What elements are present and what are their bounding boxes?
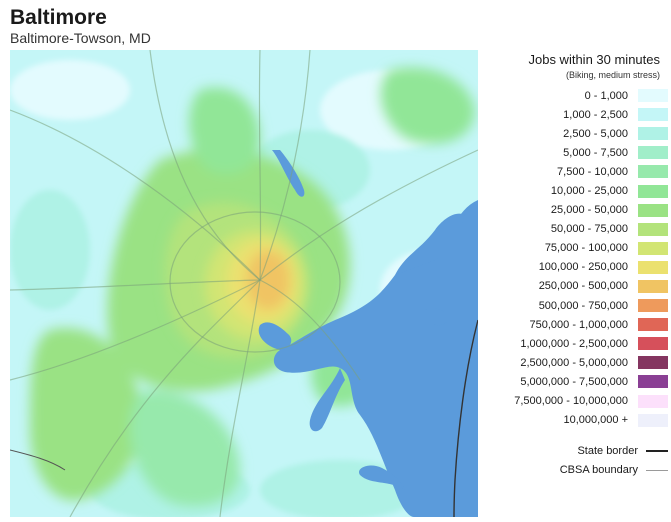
legend-title: Jobs within 30 minutes <box>528 52 660 67</box>
legend-bin-swatch <box>638 375 668 389</box>
legend-border-label: CBSA boundary <box>559 464 638 477</box>
legend-bin-swatch <box>638 222 668 236</box>
legend-bin: 7,500,000 - 10,000,000 <box>488 392 668 411</box>
legend-bin: 250,000 - 500,000 <box>488 277 668 296</box>
legend-bin-swatch <box>638 89 668 103</box>
legend-bin: 7,500 - 10,000 <box>488 162 668 181</box>
legend-border-item: State border <box>488 442 668 461</box>
legend-bin-swatch <box>638 318 668 332</box>
legend-bin-label: 7,500,000 - 10,000,000 <box>514 395 628 408</box>
legend-bin-swatch <box>638 184 668 198</box>
legend-bin: 50,000 - 75,000 <box>488 220 668 239</box>
legend-border-item: CBSA boundary <box>488 461 668 480</box>
legend-bin-label: 2,500 - 5,000 <box>563 127 628 140</box>
road-network <box>10 50 478 517</box>
legend-border-line <box>646 450 668 453</box>
legend-bin: 2,500,000 - 5,000,000 <box>488 353 668 372</box>
legend-bin-swatch <box>638 260 668 274</box>
legend-border-label: State border <box>577 445 638 458</box>
legend-bin-label: 7,500 - 10,000 <box>557 165 628 178</box>
legend-bin-swatch <box>638 356 668 370</box>
legend-bin-label: 50,000 - 75,000 <box>550 223 628 236</box>
legend-bin-label: 75,000 - 100,000 <box>544 242 628 255</box>
legend-bin-swatch <box>638 146 668 160</box>
legend-bin-label: 1,000,000 - 2,500,000 <box>520 337 628 350</box>
legend-bin-swatch <box>638 413 668 427</box>
legend-bin-label: 750,000 - 1,000,000 <box>529 318 628 331</box>
legend-bin: 2,500 - 5,000 <box>488 124 668 143</box>
legend-bin-label: 25,000 - 50,000 <box>550 204 628 217</box>
legend-bin-label: 100,000 - 250,000 <box>538 261 628 274</box>
legend-bin-swatch <box>638 165 668 179</box>
legend-bin-label: 10,000,000 + <box>563 414 628 427</box>
state-border <box>453 319 478 517</box>
water-bodies <box>258 150 478 517</box>
legend-bin-label: 10,000 - 25,000 <box>550 185 628 198</box>
legend-bin-swatch <box>638 279 668 293</box>
legend-bin: 25,000 - 50,000 <box>488 201 668 220</box>
legend-bin: 10,000 - 25,000 <box>488 181 668 200</box>
legend-bin-label: 250,000 - 500,000 <box>538 280 628 293</box>
legend-bin: 5,000 - 7,500 <box>488 143 668 162</box>
legend-bin-swatch <box>638 337 668 351</box>
legend-bin: 750,000 - 1,000,000 <box>488 315 668 334</box>
map-title: Baltimore <box>10 6 107 29</box>
legend-bin: 10,000,000 + <box>488 411 668 430</box>
map-subtitle: Baltimore-Towson, MD <box>10 30 151 46</box>
legend-bin-swatch <box>638 241 668 255</box>
legend-bin: 1,000 - 2,500 <box>488 105 668 124</box>
legend-bin: 0 - 1,000 <box>488 86 668 105</box>
legend-bin-label: 500,000 - 750,000 <box>538 299 628 312</box>
legend-bin-swatch <box>638 108 668 122</box>
map-canvas <box>10 50 478 517</box>
legend-bin-label: 5,000 - 7,500 <box>563 146 628 159</box>
legend-bins: 0 - 1,000 1,000 - 2,500 2,500 - 5,000 5,000… <box>488 86 668 430</box>
legend-bin: 5,000,000 - 7,500,000 <box>488 372 668 391</box>
legend-bin: 100,000 - 250,000 <box>488 258 668 277</box>
legend-bin: 1,000,000 - 2,500,000 <box>488 334 668 353</box>
legend-bin-label: 2,500,000 - 5,000,000 <box>520 356 628 369</box>
legend-bin-label: 1,000 - 2,500 <box>563 108 628 121</box>
legend-bin-label: 5,000,000 - 7,500,000 <box>520 375 628 388</box>
legend-bin: 500,000 - 750,000 <box>488 296 668 315</box>
legend-border-line <box>646 469 668 471</box>
legend-borders: State border CBSA boundary <box>488 442 668 480</box>
legend-bin: 75,000 - 100,000 <box>488 239 668 258</box>
state-border-west <box>10 449 66 471</box>
legend-bin-label: 0 - 1,000 <box>584 89 628 102</box>
legend-bin-swatch <box>638 394 668 408</box>
legend-bin-swatch <box>638 203 668 217</box>
map-legend: Jobs within 30 minutes (Biking, medium s… <box>488 52 668 480</box>
legend-subtitle: (Biking, medium stress) <box>565 70 660 80</box>
choropleth-map[interactable] <box>10 50 478 517</box>
legend-bin-swatch <box>638 127 668 141</box>
legend-bin-swatch <box>638 299 668 313</box>
